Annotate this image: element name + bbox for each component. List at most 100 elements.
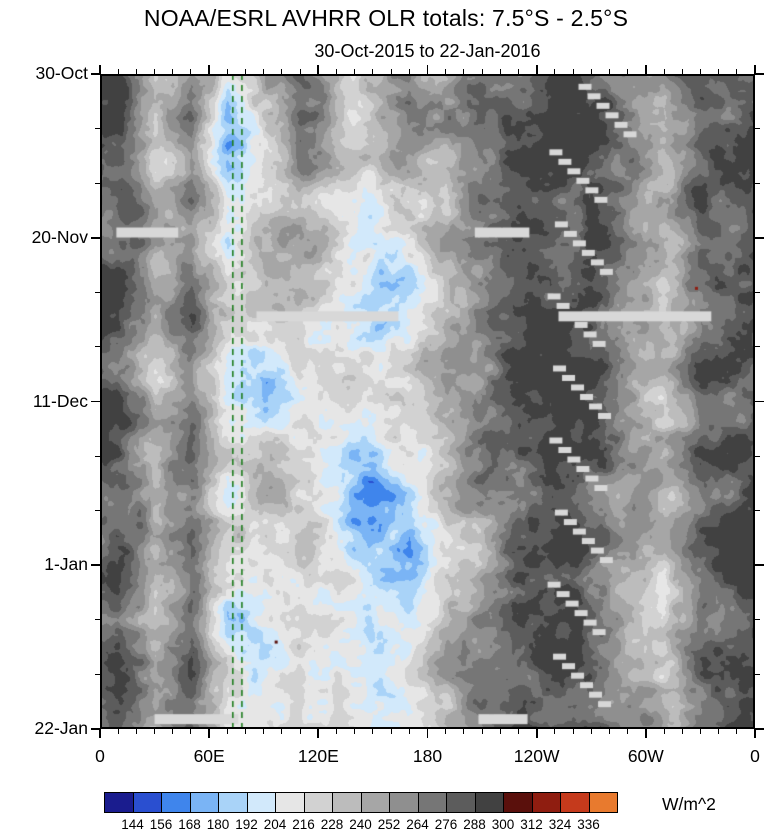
chart-subtitle: 30-Oct-2015 to 22-Jan-2016 [314, 41, 541, 61]
colorbar-cell [389, 792, 419, 813]
y-axis-tick [91, 400, 100, 403]
x-axis-tick [117, 729, 119, 734]
y-axis-tick-label: 11-Dec [32, 390, 88, 411]
colorbar-tick-label: 288 [463, 817, 486, 832]
x-axis-tick [481, 729, 483, 734]
x-axis-tick [372, 69, 374, 74]
colorbar-tick-label: 180 [206, 817, 230, 832]
x-axis-tick [172, 69, 174, 74]
colorbar-tick-label: 264 [406, 817, 429, 832]
y-axis-tick [95, 455, 100, 457]
x-axis-tick [281, 69, 283, 74]
colorbar-tick-label: 204 [263, 817, 287, 832]
x-axis-tick [736, 69, 738, 74]
x-axis-tick [99, 729, 101, 738]
colorbar-tick-label: 192 [235, 817, 258, 832]
x-axis-tick [627, 69, 629, 74]
x-axis-tick [535, 729, 538, 738]
x-axis-tick-label: 60E [193, 746, 225, 766]
x-axis-tick [445, 69, 447, 74]
x-axis-tick [317, 65, 320, 74]
x-axis-tick [99, 65, 101, 74]
colorbar-tick-label: 240 [349, 817, 372, 832]
colorbar-tick-label: 300 [491, 817, 515, 832]
x-axis-tick [408, 69, 410, 74]
y-axis-tick [95, 291, 100, 293]
x-axis-tick [245, 69, 247, 74]
plot-area: 0 60E 120E 180 120W 60W 0 30-Oct 20-Nov 11-Dec 1-J… [32, 63, 764, 766]
x-axis-tick [172, 729, 174, 734]
y-axis-tick [755, 346, 760, 348]
x-axis-tick [317, 729, 320, 738]
colorbar-cell [474, 792, 504, 813]
x-axis-tick [299, 69, 301, 74]
y-axis-tick [755, 73, 764, 75]
y-axis-tick [755, 673, 760, 675]
x-axis-tick [590, 729, 592, 734]
colorbar-cell [332, 792, 362, 813]
colorbar-cell [218, 792, 248, 813]
x-axis-tick [644, 65, 647, 74]
x-axis-tick [627, 729, 629, 734]
x-axis-tick [372, 729, 374, 734]
x-axis-tick [408, 729, 410, 734]
x-axis-tick [390, 69, 392, 74]
colorbar-tick-label: 276 [434, 817, 458, 832]
colorbar-tick-label: 228 [320, 817, 344, 832]
colorbar-cell [303, 792, 333, 813]
x-axis-tick [154, 729, 156, 734]
colorbar-cell [588, 792, 618, 813]
y-axis-tick [91, 564, 100, 567]
x-axis-tick [517, 69, 519, 74]
olr-heatmap-canvas [100, 74, 755, 729]
colorbar-tick-label: 252 [377, 817, 401, 832]
colorbar-tick-label: 168 [178, 817, 201, 832]
x-axis-tick [336, 729, 338, 734]
colorbar-cell [189, 792, 219, 813]
x-axis-tick [608, 69, 610, 74]
y-axis-tick [91, 236, 100, 239]
x-axis-tick [154, 69, 156, 74]
y-axis-tick [95, 128, 100, 130]
x-axis-tick [426, 729, 429, 738]
colorbar-cell [531, 792, 561, 813]
x-axis-tick [663, 69, 665, 74]
colorbar-tick-label: 312 [520, 817, 543, 832]
x-axis-tick [699, 729, 701, 734]
y-axis-tick [755, 510, 760, 512]
x-axis-tick [245, 729, 247, 734]
colorbar-tick-label: 336 [577, 817, 600, 832]
colorbar-units-label: W/m^2 [662, 794, 716, 814]
y-axis-tick [755, 400, 764, 403]
x-axis-tick [390, 729, 392, 734]
x-axis-tick [208, 729, 211, 738]
x-axis-tick-label: 60W [627, 746, 664, 766]
x-axis-tick [499, 729, 501, 734]
colorbar-cell [417, 792, 447, 813]
x-axis-tick [663, 729, 665, 734]
y-axis-tick [95, 182, 100, 184]
y-axis-tick [95, 619, 100, 621]
x-axis-tick [336, 69, 338, 74]
x-axis-tick [718, 69, 720, 74]
x-axis-tick-label: 120W [513, 746, 560, 766]
x-axis-tick [463, 729, 465, 734]
x-axis-tick [517, 729, 519, 734]
y-axis-tick [91, 73, 100, 75]
x-axis-tick-label: 120E [297, 746, 339, 766]
colorbar-cell [132, 792, 162, 813]
y-axis-tick [95, 673, 100, 675]
y-axis-tick-label: 20-Nov [31, 226, 88, 247]
x-axis-tick-label: 0 [95, 746, 105, 766]
y-axis-tick [755, 182, 760, 184]
x-axis-tick [226, 69, 228, 74]
x-axis-tick [263, 729, 265, 734]
y-axis-tick [755, 455, 760, 457]
x-axis-tick [572, 729, 574, 734]
x-axis-tick [608, 729, 610, 734]
y-axis-tick [755, 128, 760, 130]
x-axis-tick [572, 69, 574, 74]
x-axis-tick [117, 69, 119, 74]
y-axis-tick [95, 510, 100, 512]
